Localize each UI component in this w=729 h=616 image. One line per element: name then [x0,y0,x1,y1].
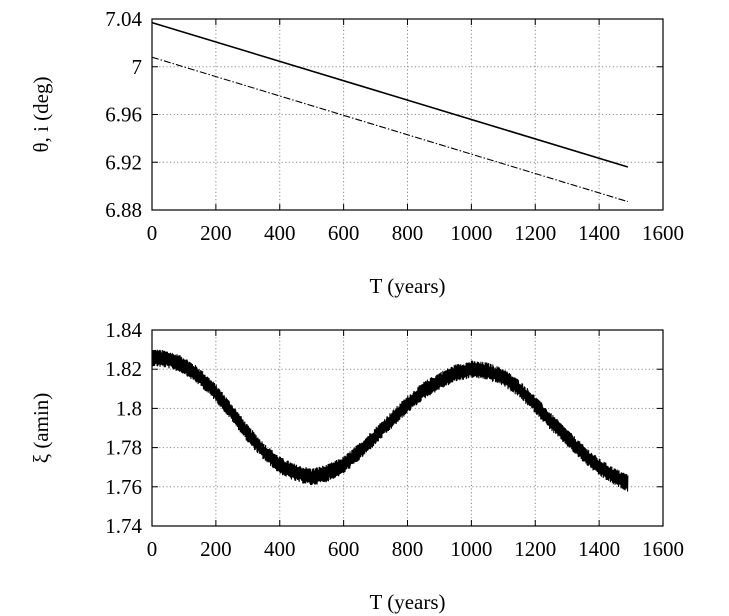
bottom-x-ticks: 0 200 400 600 800 1000 1200 1400 1600 [147,330,684,561]
x-tick-label: 200 [200,537,232,561]
y-tick-label: 6.96 [105,103,142,127]
y-tick-label: 1.74 [105,514,142,538]
panel-xi-vs-time: 0 200 400 600 800 1000 1200 1400 1600 1.741.761.… [29,318,684,614]
top-x-axis-label: T (years) [370,274,446,298]
x-tick-label: 400 [264,221,296,245]
bottom-y-axis-label: ξ (amin) [29,393,53,464]
y-tick-label: 7.04 [105,7,142,31]
series-line-1 [151,56,629,203]
x-tick-label: 1600 [642,221,684,245]
x-tick-label: 600 [328,221,360,245]
x-tick-label: 400 [264,537,296,561]
y-tick-label: 1.76 [105,475,142,499]
x-tick-label: 800 [392,537,424,561]
x-tick-label: 0 [147,537,158,561]
series-line-0 [151,21,629,168]
bottom-grid [152,330,663,526]
top-x-ticks: 0 200 400 600 800 1000 1200 1400 1600 [147,19,684,245]
x-tick-label: 600 [328,537,360,561]
y-tick-label: 1.78 [105,436,142,460]
y-tick-label: 6.88 [105,198,142,222]
x-tick-label: 1400 [578,537,620,561]
y-tick-label: 7 [132,55,143,79]
x-tick-label: 1000 [450,221,492,245]
y-tick-label: 1.84 [105,318,142,342]
top-y-axis-label: θ, i (deg) [29,77,53,153]
x-tick-label: 800 [392,221,424,245]
x-tick-label: 1400 [578,221,620,245]
top-grid [152,19,663,210]
top-series [151,21,629,203]
x-tick-label: 1200 [514,537,556,561]
x-tick-label: 1600 [642,537,684,561]
bottom-series [151,349,629,492]
y-tick-label: 1.8 [116,396,142,420]
x-tick-label: 200 [200,221,232,245]
bottom-x-axis-label: T (years) [370,590,446,614]
series-line-0 [151,349,629,492]
x-tick-label: 1000 [450,537,492,561]
bottom-y-ticks: 1.74 1.76 1.78 1.8 1.82 1.84 [105,318,663,538]
x-tick-label: 0 [147,221,158,245]
y-tick-label: 6.92 [105,150,142,174]
x-tick-label: 1200 [514,221,556,245]
top-y-ticks: 6.88 6.92 6.96 7 7.04 [105,7,663,222]
panel-inclination-vs-time: 0 200 400 600 800 1000 1200 1400 1600 6.886.926.… [29,7,684,298]
y-tick-label: 1.82 [105,357,142,381]
